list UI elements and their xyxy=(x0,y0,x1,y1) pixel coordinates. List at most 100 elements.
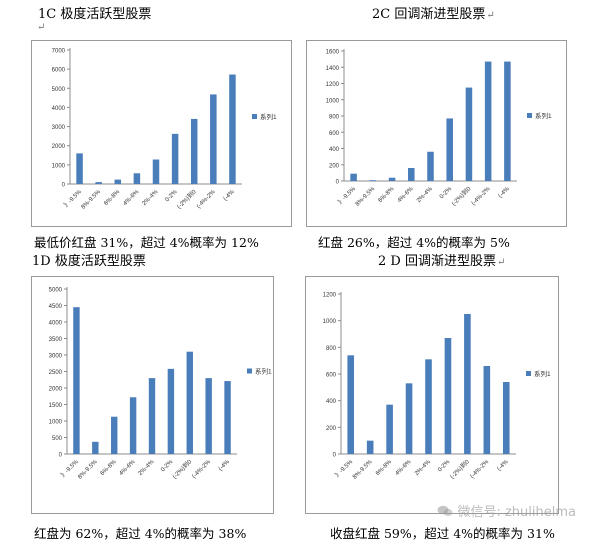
y-tick-label: 1000 xyxy=(49,420,63,426)
bar xyxy=(111,416,118,454)
x-tick-label: (-4% xyxy=(223,189,237,203)
x-tick-label: (-4%-2% xyxy=(196,189,217,210)
chart-2c-heading: 2C 回调渐进型股票↵ xyxy=(372,7,495,22)
bar xyxy=(210,94,217,184)
legend-swatch xyxy=(252,114,257,119)
x-tick-label: (-4%-2% xyxy=(469,459,490,480)
x-tick-label: (-2%)到0 xyxy=(171,458,193,480)
chart-2c-svg: 02004006008001000120014001600》-9.5%8%-9.… xyxy=(326,49,552,208)
x-tick-label: 6%-8% xyxy=(103,189,121,207)
chart-2c-caption: 红盘 26%，超过 4%的概率为 5% xyxy=(318,235,510,250)
y-tick-label: 400 xyxy=(326,399,337,405)
y-tick-label: 5000 xyxy=(49,288,63,294)
legend-label: 系列1 xyxy=(255,367,272,376)
y-tick-label: 4500 xyxy=(49,304,63,310)
chart-2d: 0 200 400 600 800 1000 1200 》-9.5% 8%-9.5% 6%-8% 4… xyxy=(305,276,559,514)
bar xyxy=(425,359,432,454)
y-tick-label: 6000 xyxy=(52,68,66,74)
bar xyxy=(347,355,355,454)
bar xyxy=(484,61,492,181)
x-tick-label: 2%-4% xyxy=(416,186,434,204)
y-tick-label: 4000 xyxy=(49,321,63,327)
y-tick-label: 1600 xyxy=(326,50,340,56)
y-tick-label: 200 xyxy=(326,426,337,432)
chart-2d-caption: 收盘红盘 59%，超过 4%的概率为 31% xyxy=(330,526,555,541)
x-tick-label: (-4% xyxy=(218,459,232,473)
bar xyxy=(465,87,473,181)
x-tick-label: (-2%)到0 xyxy=(449,458,471,480)
bar xyxy=(190,118,198,184)
y-tick-label: 3000 xyxy=(52,125,66,131)
y-tick-label: 2000 xyxy=(49,387,63,393)
legend-swatch xyxy=(247,368,252,374)
bar xyxy=(133,173,141,184)
x-tick-label: 2%-4% xyxy=(141,189,159,207)
return-mark-icon: ↵ xyxy=(496,257,506,268)
x-tick-label: 4%-6% xyxy=(122,189,140,207)
x-tick-label: 8%-9.5% xyxy=(77,459,99,481)
legend-label: 系列1 xyxy=(535,111,552,120)
y-tick-label: 800 xyxy=(329,115,340,121)
y-tick-label: 4000 xyxy=(52,106,66,112)
bar xyxy=(350,173,357,181)
legend-label: 系列1 xyxy=(534,369,551,378)
bar xyxy=(76,153,83,184)
chart-1c-heading: 1C 极度活跃型股票 xyxy=(38,7,152,22)
bar xyxy=(386,404,393,454)
y-tick-label: 5000 xyxy=(52,87,66,93)
bar xyxy=(483,366,491,454)
bar xyxy=(224,381,231,454)
x-tick-label: 0-2% xyxy=(439,186,454,201)
legend-swatch xyxy=(526,371,531,376)
chart-1c-caption: 最低价红盘 31%，超过 4%概率为 12% xyxy=(34,235,259,250)
bar xyxy=(95,182,102,184)
x-tick-label: 0-2% xyxy=(164,189,179,204)
x-tick-label: 4%-6% xyxy=(119,459,137,477)
bar xyxy=(114,179,122,184)
bar xyxy=(92,441,99,454)
bar xyxy=(129,397,137,454)
chart-2d-heading: 2 D 回调渐进型股票↵ xyxy=(378,254,506,269)
x-tick-label: (-4%-2% xyxy=(471,186,492,207)
y-tick-label: 1000 xyxy=(52,163,66,169)
bar xyxy=(427,151,434,181)
bar xyxy=(152,159,160,184)
y-tick-label: 0 xyxy=(62,183,66,189)
y-tick-label: 7000 xyxy=(52,49,66,55)
x-tick-label: 0-2% xyxy=(437,459,452,474)
y-tick-label: 0 xyxy=(333,453,337,459)
y-tick-label: 2500 xyxy=(49,370,63,376)
x-tick-label: 6%-8% xyxy=(375,459,393,477)
y-tick-label: 0 xyxy=(59,453,63,459)
bar xyxy=(446,118,453,181)
y-tick-label: 1400 xyxy=(326,66,340,72)
bar xyxy=(405,383,413,454)
x-tick-label: (-2%)到0 xyxy=(450,185,472,207)
y-tick-label: 400 xyxy=(329,147,340,153)
x-tick-label: 2%-4% xyxy=(414,459,432,477)
y-tick-label: 1200 xyxy=(323,293,337,299)
bar xyxy=(408,168,415,181)
y-tick-label: 1000 xyxy=(323,319,337,325)
bar xyxy=(73,307,80,454)
return-mark-icon: ↵ xyxy=(37,22,46,33)
y-tick-label: 1200 xyxy=(326,82,340,88)
legend-swatch xyxy=(527,113,532,118)
y-tick-label: 600 xyxy=(326,373,337,379)
x-tick-label: 6%-8% xyxy=(378,186,396,204)
x-tick-label: 4%-6% xyxy=(395,459,413,477)
bar xyxy=(171,133,179,184)
y-tick-label: 3000 xyxy=(49,354,63,360)
x-tick-label: 6%-8% xyxy=(100,459,118,477)
y-tick-label: 200 xyxy=(329,163,340,169)
x-tick-label: (-2%)到0 xyxy=(176,188,198,210)
y-tick-label: 0 xyxy=(336,180,340,186)
x-tick-label: (-4%-2% xyxy=(191,459,212,480)
x-tick-label: 8%-9.5% xyxy=(352,459,374,481)
legend-label: 系列1 xyxy=(260,112,277,121)
bar xyxy=(502,382,510,454)
bar xyxy=(148,378,156,454)
bar xyxy=(444,338,452,454)
chart-1d-heading: 1D 极度活跃型股票 xyxy=(32,254,146,269)
